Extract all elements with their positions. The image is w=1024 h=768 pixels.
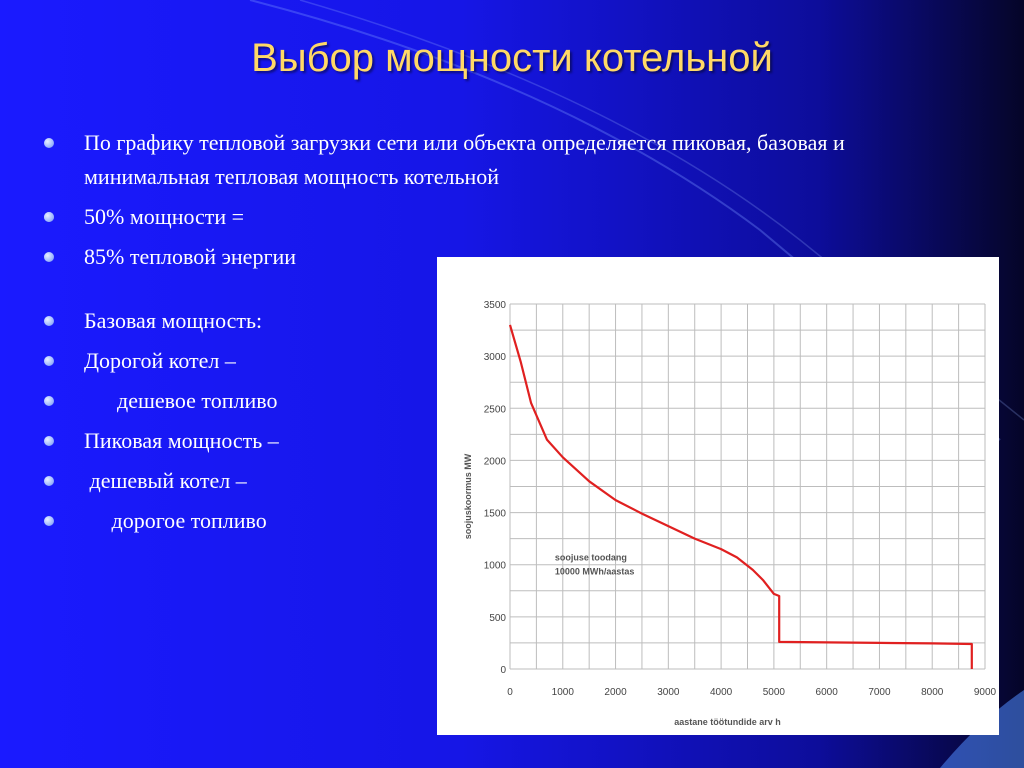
x-tick-label: 1000 bbox=[552, 687, 575, 698]
y-tick-label: 1500 bbox=[484, 509, 507, 520]
bullet-text: 50% мощности = bbox=[84, 204, 245, 229]
x-tick-label: 0 bbox=[507, 687, 513, 698]
x-tick-label: 7000 bbox=[868, 687, 891, 698]
chart-svg: 0 500 1000 1500 2000 2500 3000 3500 0 1000 2000 30… bbox=[463, 300, 997, 727]
slide-title: Выбор мощности котельной bbox=[251, 36, 773, 80]
bullet-dot-icon bbox=[44, 436, 54, 446]
y-tick-label: 2500 bbox=[484, 404, 507, 415]
bullet-text: Базовая мощность: bbox=[84, 308, 263, 333]
chart-annotation-line-2: 10000 MWh/aastas bbox=[555, 567, 635, 577]
load-duration-chart: 0 500 1000 1500 2000 2500 3000 3500 0 1000 2000 30… bbox=[437, 257, 999, 735]
bullet-dot-icon bbox=[44, 396, 54, 406]
x-tick-label: 2000 bbox=[604, 687, 627, 698]
bullet-item: дешевое топливо bbox=[44, 384, 864, 418]
bullet-text: 85% тепловой энергии bbox=[84, 244, 297, 269]
x-tick-labels: 0 1000 2000 3000 4000 5000 6000 7000 8000 9000 bbox=[507, 687, 996, 698]
bullet-dot-icon bbox=[44, 356, 54, 366]
bullet-item: 50% мощности = bbox=[44, 200, 864, 234]
chart-grid bbox=[509, 303, 986, 670]
bullet-dot-icon bbox=[44, 516, 54, 526]
bullet-item: Дорогой котел – bbox=[44, 344, 864, 378]
load-curve-series bbox=[508, 324, 973, 669]
x-tick-label: 4000 bbox=[710, 687, 733, 698]
bullet-list: По графику тепловой загрузки сети или об… bbox=[44, 126, 864, 544]
bullet-dot-icon bbox=[44, 212, 54, 222]
y-tick-labels: 0 500 1000 1500 2000 2500 3000 3500 bbox=[484, 300, 507, 676]
x-tick-label: 3000 bbox=[657, 687, 680, 698]
bullet-item: Пиковая мощность – bbox=[44, 424, 864, 458]
x-tick-label: 6000 bbox=[816, 687, 839, 698]
bullet-item: По графику тепловой загрузки сети или об… bbox=[44, 126, 864, 194]
y-tick-label: 500 bbox=[489, 613, 506, 624]
y-tick-label: 0 bbox=[500, 665, 506, 676]
bullet-text: дорогое топливо bbox=[84, 508, 267, 533]
bullet-dot-icon bbox=[44, 138, 54, 148]
bullet-item: дорогое топливо bbox=[44, 504, 864, 538]
bullet-dot-icon bbox=[44, 252, 54, 262]
bullet-text: Пиковая мощность – bbox=[84, 428, 279, 453]
x-tick-label: 9000 bbox=[974, 687, 997, 698]
bullet-item: дешевый котел – bbox=[44, 464, 864, 498]
x-tick-label: 8000 bbox=[921, 687, 944, 698]
y-axis-label: soojuskoormus MW bbox=[463, 453, 473, 539]
y-tick-label: 3000 bbox=[484, 352, 507, 363]
bullet-text: По графику тепловой загрузки сети или об… bbox=[84, 130, 845, 189]
x-tick-label: 5000 bbox=[763, 687, 786, 698]
x-axis-label: aastane töötundide arv h bbox=[674, 717, 781, 727]
bullet-text: Дорогой котел – bbox=[84, 348, 236, 373]
bullet-text: дешевый котел – bbox=[84, 468, 247, 493]
y-tick-label: 1000 bbox=[484, 561, 507, 572]
bullet-item: Базовая мощность: bbox=[44, 304, 864, 338]
bullet-text: дешевое топливо bbox=[84, 388, 278, 413]
bullet-dot-icon bbox=[44, 476, 54, 486]
bullet-item: 85% тепловой энергии bbox=[44, 240, 864, 274]
chart-annotation-line-1: soojuse toodang bbox=[555, 553, 627, 563]
bullet-dot-icon bbox=[44, 316, 54, 326]
y-tick-label: 2000 bbox=[484, 456, 507, 467]
y-tick-label: 3500 bbox=[484, 300, 507, 311]
